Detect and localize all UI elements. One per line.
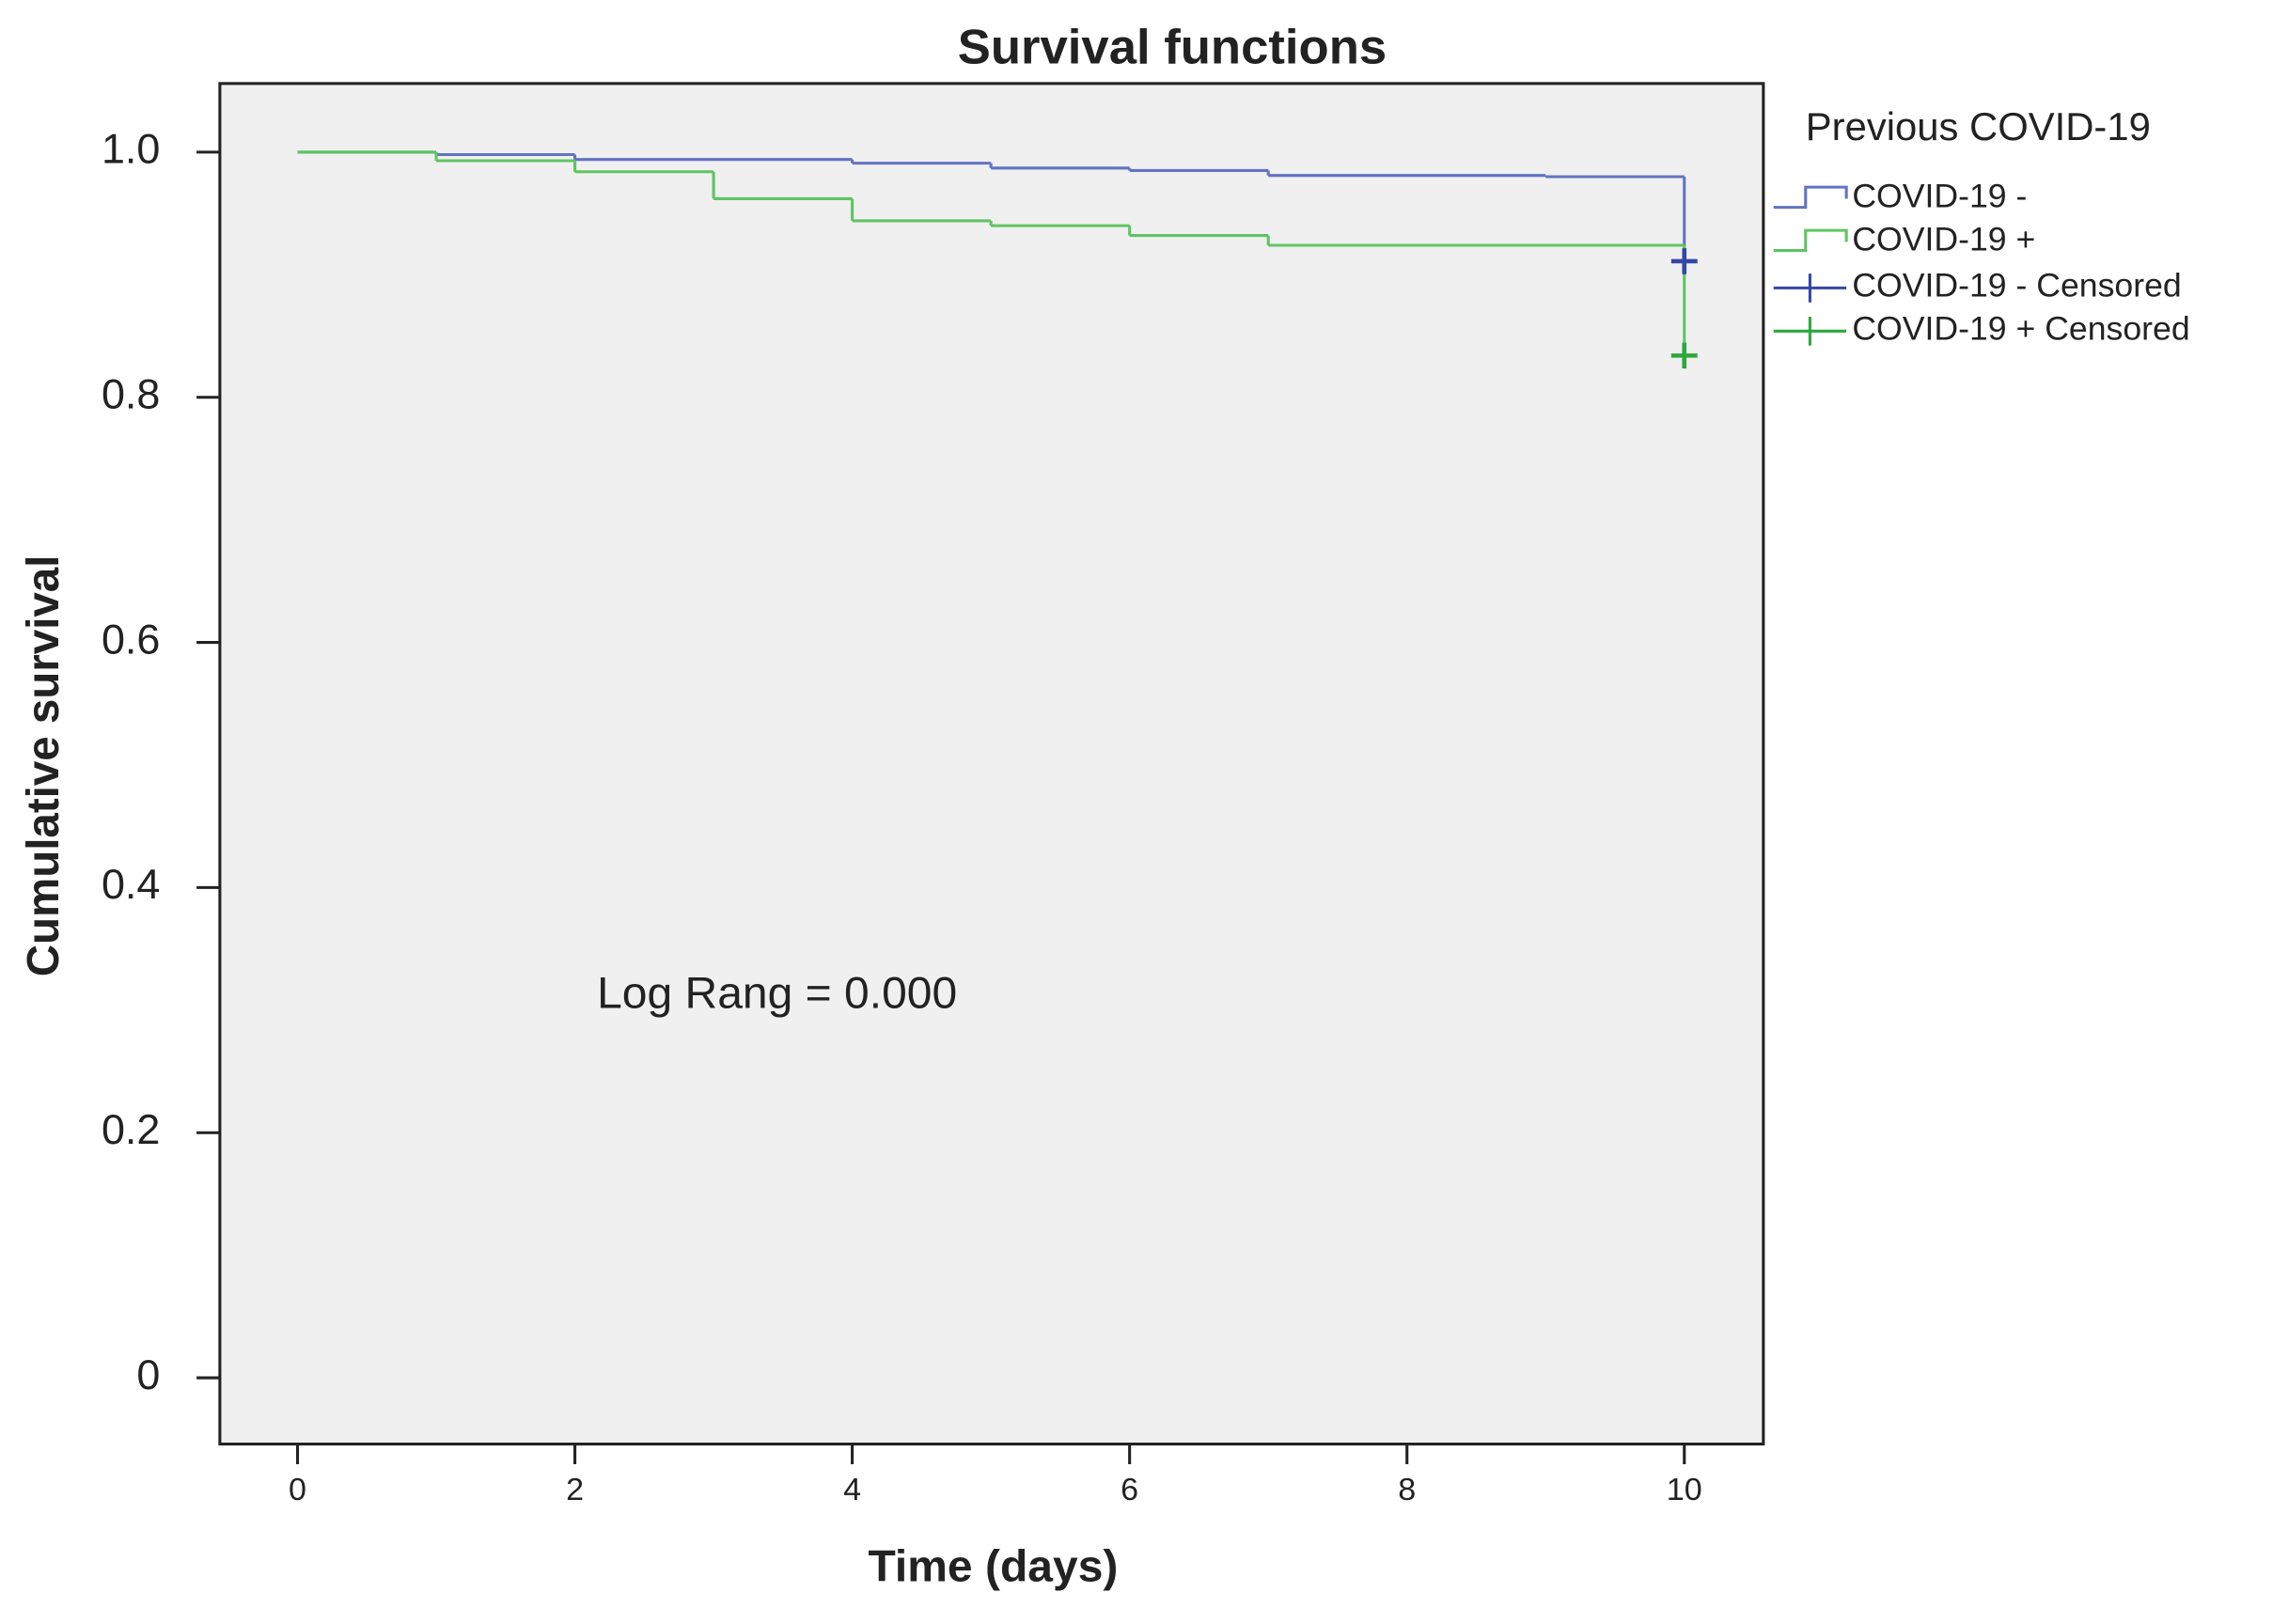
x-tick-label: 2: [566, 1472, 584, 1507]
annotation: Log Rang = 0.000: [597, 969, 957, 1019]
y-tick-label: 0.2: [102, 1107, 160, 1153]
legend-label: COVID-19 -: [1852, 178, 2027, 215]
legend-title: Previous COVID-19: [1806, 104, 2151, 148]
legend-swatch: [1773, 228, 1848, 253]
legend-swatch: [1773, 317, 1847, 346]
censor-mark: [1670, 248, 1698, 274]
legend-label: COVID-19 + Censored: [1852, 310, 2189, 348]
x-tick-label: 4: [843, 1472, 861, 1507]
x-tick-label: 0: [289, 1472, 306, 1507]
chart-title: Survival functions: [958, 21, 1387, 75]
y-tick-label: 1.0: [102, 127, 160, 173]
legend-swatch: [1773, 185, 1848, 210]
x-tick-label: 10: [1667, 1472, 1702, 1507]
y-tick-label: 0.4: [102, 862, 160, 908]
y-axis-label: Cumulative survival: [19, 555, 69, 977]
y-tick-label: 0.8: [102, 372, 160, 418]
x-tick-label: 6: [1121, 1472, 1138, 1507]
y-tick-label: 0.6: [102, 617, 160, 664]
censor-mark: [1670, 342, 1698, 369]
y-tick-label: 0: [136, 1352, 160, 1398]
legend-label: COVID-19 - Censored: [1852, 267, 2181, 304]
legend-label: COVID-19 +: [1852, 221, 2035, 258]
legend-swatch: [1773, 273, 1847, 303]
x-axis-label: Time (days): [868, 1542, 1118, 1592]
x-tick-label: 8: [1398, 1472, 1416, 1507]
plot-area: [218, 82, 1765, 1446]
